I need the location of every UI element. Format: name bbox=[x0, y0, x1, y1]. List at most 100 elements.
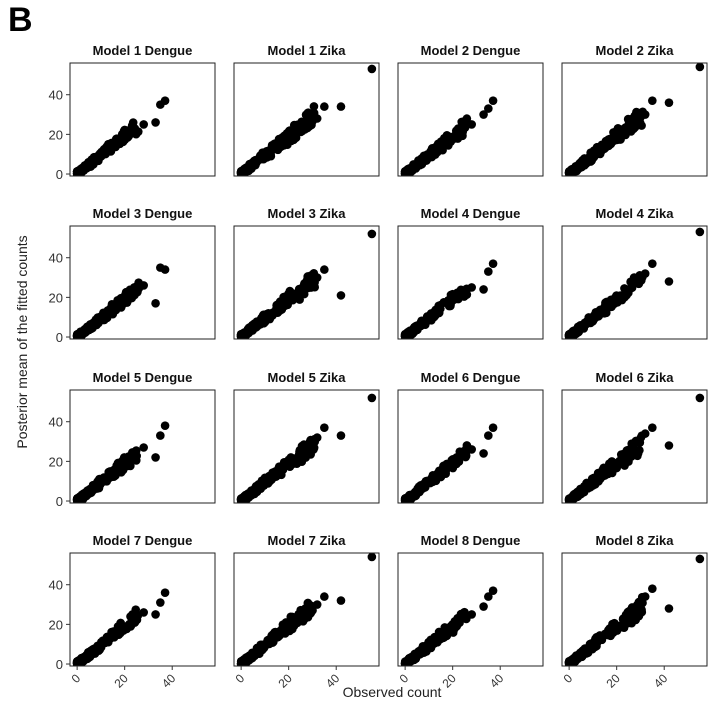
data-point bbox=[626, 283, 636, 293]
data-point bbox=[589, 479, 599, 488]
data-point bbox=[614, 134, 624, 144]
point-group bbox=[400, 423, 498, 503]
data-point bbox=[160, 421, 170, 430]
y-tick-label: 0 bbox=[56, 330, 63, 345]
facet-panel: Model 5 Dengue 0 20 40 bbox=[49, 370, 216, 509]
data-point bbox=[402, 658, 412, 666]
data-point bbox=[79, 655, 89, 665]
data-point bbox=[578, 160, 588, 169]
data-point bbox=[695, 554, 705, 564]
data-point bbox=[264, 636, 273, 646]
data-point bbox=[695, 227, 705, 237]
data-point bbox=[294, 609, 304, 619]
data-point bbox=[648, 584, 657, 593]
data-point bbox=[586, 317, 596, 327]
point-group bbox=[564, 227, 705, 339]
data-point bbox=[127, 121, 137, 130]
data-point bbox=[448, 463, 458, 473]
data-point bbox=[640, 592, 650, 601]
data-point bbox=[151, 299, 160, 308]
data-point bbox=[627, 439, 636, 448]
data-point bbox=[293, 288, 303, 298]
data-point bbox=[156, 263, 165, 272]
data-point bbox=[123, 293, 133, 303]
data-point bbox=[285, 129, 295, 139]
facet-title: Model 5 Zika bbox=[267, 370, 346, 385]
x-tick-label: 20 bbox=[439, 671, 459, 691]
data-point bbox=[160, 588, 170, 597]
panel-border bbox=[69, 552, 216, 667]
panel-border bbox=[69, 389, 216, 504]
point-group bbox=[236, 64, 377, 176]
data-point bbox=[156, 100, 165, 109]
y-tick-label: 20 bbox=[49, 290, 63, 305]
data-point bbox=[621, 290, 631, 299]
panel-border bbox=[397, 225, 544, 340]
data-point bbox=[590, 636, 600, 646]
data-point bbox=[581, 481, 591, 491]
data-point bbox=[309, 102, 319, 111]
data-point bbox=[446, 621, 456, 631]
data-point bbox=[575, 653, 584, 662]
facet-title: Model 4 Dengue bbox=[421, 206, 521, 221]
data-point bbox=[85, 487, 94, 497]
data-point bbox=[312, 433, 322, 442]
facet-panel: Model 6 Zika bbox=[561, 370, 708, 504]
data-point bbox=[402, 495, 412, 503]
data-point bbox=[607, 457, 617, 466]
data-point bbox=[156, 431, 165, 440]
x-tick-label: 0 bbox=[561, 671, 576, 686]
facet-title: Model 5 Dengue bbox=[93, 370, 193, 385]
x-tick-label: 20 bbox=[111, 671, 131, 691]
data-point bbox=[293, 453, 303, 462]
data-point bbox=[439, 298, 449, 308]
data-point bbox=[336, 431, 346, 440]
data-point bbox=[102, 477, 112, 486]
data-point bbox=[93, 480, 103, 489]
data-point bbox=[419, 648, 429, 657]
x-tick-label: 20 bbox=[275, 671, 295, 691]
data-point bbox=[461, 288, 471, 298]
x-axis-label: Observed count bbox=[343, 684, 442, 700]
data-point bbox=[421, 477, 431, 487]
data-point bbox=[124, 452, 133, 461]
data-point bbox=[312, 600, 322, 609]
point-group bbox=[236, 229, 377, 339]
data-point bbox=[139, 120, 148, 129]
data-point bbox=[305, 604, 314, 614]
data-point bbox=[664, 98, 674, 107]
facet-title: Model 7 Dengue bbox=[93, 533, 193, 548]
data-point bbox=[467, 283, 476, 292]
y-tick-label: 40 bbox=[49, 251, 63, 266]
data-point bbox=[664, 604, 674, 613]
data-point bbox=[566, 496, 576, 503]
data-point bbox=[484, 431, 493, 440]
data-point bbox=[467, 445, 476, 454]
facet-title: Model 3 Dengue bbox=[93, 206, 193, 221]
facet-title: Model 2 Zika bbox=[595, 43, 674, 58]
data-point bbox=[91, 154, 100, 164]
data-point bbox=[488, 586, 498, 595]
data-point bbox=[139, 443, 148, 452]
facet-panel: Model 3 Zika bbox=[233, 206, 380, 340]
data-point bbox=[80, 162, 89, 171]
data-point bbox=[604, 629, 614, 639]
data-point bbox=[269, 470, 278, 480]
data-point bbox=[623, 613, 633, 622]
x-tick-label: 0 bbox=[69, 671, 84, 686]
point-group bbox=[400, 586, 498, 666]
data-point bbox=[479, 449, 488, 458]
facet-title: Model 6 Zika bbox=[595, 370, 674, 385]
y-tick-label: 0 bbox=[56, 657, 63, 672]
data-point bbox=[105, 632, 114, 641]
panel-border bbox=[233, 552, 380, 667]
facet-title: Model 1 Dengue bbox=[93, 43, 193, 58]
facet-title: Model 1 Zika bbox=[267, 43, 346, 58]
data-point bbox=[484, 267, 493, 276]
facet-panel: Model 7 Dengue 0 20 40 0 20 40 bbox=[49, 533, 216, 691]
data-point bbox=[436, 137, 446, 146]
data-point bbox=[410, 488, 420, 498]
data-point bbox=[131, 446, 141, 455]
data-point bbox=[640, 269, 650, 278]
